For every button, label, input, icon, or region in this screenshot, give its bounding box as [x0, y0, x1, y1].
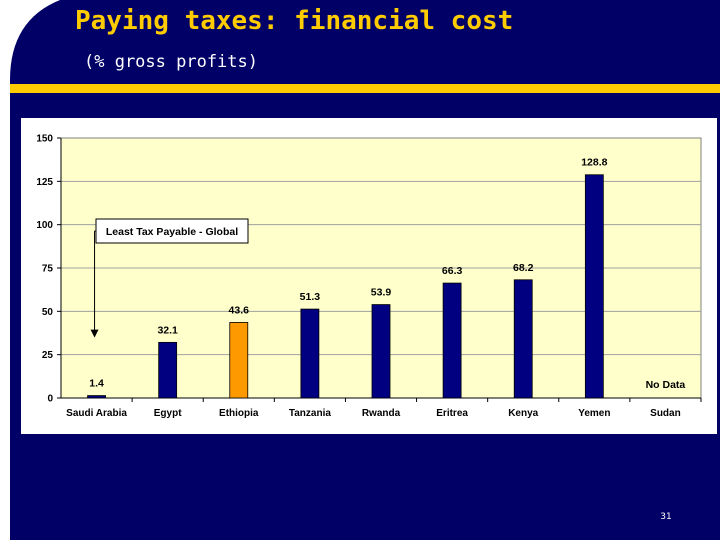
- x-category-label: Sudan: [650, 408, 681, 419]
- x-category-label: Kenya: [508, 408, 538, 419]
- data-label: 53.9: [371, 287, 392, 299]
- y-tick-label: 125: [36, 177, 53, 188]
- data-label: 68.2: [513, 262, 534, 274]
- slide-title: Paying taxes: financial cost: [75, 6, 514, 36]
- gold-divider-bar: [10, 84, 720, 93]
- bar: [442, 282, 462, 399]
- y-tick-label: 50: [42, 307, 54, 318]
- bar: [229, 322, 249, 399]
- gold-divider: [10, 84, 720, 93]
- bar: [513, 279, 533, 399]
- data-label: 66.3: [442, 265, 463, 277]
- x-category-label: Yemen: [578, 408, 610, 419]
- slide-subtitle: (% gross profits): [84, 52, 258, 72]
- data-label: 1.4: [89, 378, 104, 390]
- bar: [584, 174, 604, 399]
- callout-label: Least Tax Payable - Global: [106, 226, 238, 238]
- y-tick-label: 75: [42, 264, 54, 275]
- data-labels: 1.4 32.1 43.6 51.3 53.9 66.3 68.2 128.8 No Data: [89, 157, 685, 391]
- bar-chart: 0 25 50 75 100 125 150 Saudi Arabia Egypt Ethiopi…: [36, 134, 702, 419]
- bar: [158, 341, 178, 399]
- data-label: 51.3: [300, 291, 321, 303]
- callout-box: [95, 218, 249, 244]
- bars: [87, 174, 604, 399]
- x-category-label: Ethiopia: [219, 408, 259, 419]
- data-label: 128.8: [581, 157, 607, 169]
- bar: [300, 308, 320, 399]
- x-category-label: Tanzania: [289, 408, 331, 419]
- bar: [87, 395, 106, 399]
- y-tick-label: 150: [36, 134, 53, 145]
- annotation-callout: Least Tax Payable - Global: [90, 218, 249, 338]
- y-tick-label: 0: [47, 394, 53, 405]
- no-data-label: No Data: [646, 379, 686, 391]
- data-label: 43.6: [229, 304, 250, 316]
- page-number: 31: [660, 512, 672, 522]
- data-label: 32.1: [157, 324, 178, 336]
- chart-panel: 0 25 50 75 100 125 150 Saudi Arabia Egypt Ethiopi…: [21, 118, 717, 434]
- x-category-label: Rwanda: [362, 408, 401, 419]
- x-category-label: Saudi Arabia: [66, 408, 127, 419]
- x-category-label: Egypt: [154, 408, 182, 419]
- y-tick-label: 100: [36, 220, 53, 231]
- y-tick-label: 25: [42, 350, 54, 361]
- bar: [371, 304, 391, 399]
- x-category-label: Eritrea: [436, 408, 468, 419]
